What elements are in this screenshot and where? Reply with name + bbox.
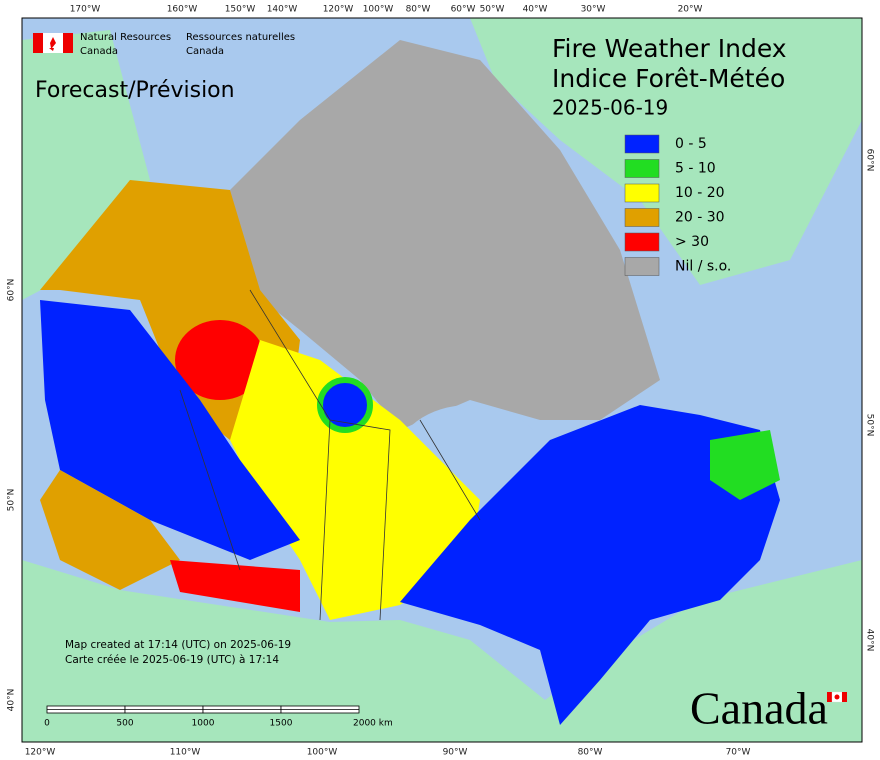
lon-label: 100°W (363, 5, 394, 15)
lon-label: 80°W (406, 5, 431, 15)
scale-label: 1500 (270, 719, 293, 729)
lon-label: 170°W (70, 5, 101, 15)
lon-label: 120°W (25, 748, 56, 758)
scale-label: 500 (116, 719, 133, 729)
org-fr: Canada (186, 46, 224, 57)
arctic-nil (230, 40, 660, 430)
legend-label: 20 - 30 (675, 210, 725, 226)
region-blue-north (317, 377, 373, 433)
lat-label: 60°N (7, 279, 17, 302)
org-en: Natural Resources (80, 32, 171, 43)
usa (22, 560, 862, 742)
scale-label: 0 (44, 719, 50, 729)
lon-label: 90°W (443, 748, 468, 758)
lon-label: 150°W (225, 5, 256, 15)
wordmark: Canada (690, 683, 828, 734)
legend-swatch (624, 159, 660, 178)
note: Map created at 17:14 (UTC) on 2025-06-19 (65, 639, 291, 651)
lat-label: 50°N (7, 489, 17, 512)
lat-label: 50°N (865, 414, 875, 437)
scale-label: 2000 km (353, 719, 393, 729)
legend: 0 - 5 5 - 10 10 - 20 20 - 30 > 30 Nil / s.o. (624, 134, 731, 276)
borders (179, 289, 481, 621)
lon-label: 100°W (307, 748, 338, 758)
frame (21, 17, 863, 743)
legend-swatch (624, 183, 660, 203)
flag (33, 33, 73, 53)
lon-label: 60°W (451, 5, 476, 15)
legend-swatch (624, 134, 660, 154)
note: Carte créée le 2025-06-19 (UTC) à 17:14 (65, 654, 279, 666)
lon-label: 70°W (726, 748, 751, 758)
greenland (470, 18, 862, 285)
scale-label: 1000 (192, 719, 215, 729)
lon-label: 110°W (170, 748, 201, 758)
date: 2025-06-19 (552, 96, 668, 120)
lon-label: 120°W (323, 5, 354, 15)
subtitle: Forecast/Prévision (35, 78, 235, 103)
lon-label: 20°W (678, 5, 703, 15)
legend-swatch (624, 208, 660, 227)
lon-label: 140°W (267, 5, 298, 15)
region-red-south (170, 560, 300, 612)
region-yellow (230, 340, 480, 620)
alaska (22, 30, 150, 300)
legend-label: > 30 (675, 234, 709, 250)
lat-label: 40°N (7, 689, 17, 712)
lat-label: 40°N (865, 629, 875, 652)
wordmark-flag (827, 691, 847, 703)
region-orange-south (40, 470, 180, 590)
lon-label: 80°W (578, 748, 603, 758)
legend-label: 5 - 10 (675, 161, 716, 177)
title: Fire Weather Index (552, 34, 787, 63)
org-fr: Ressources naturelles (186, 32, 295, 43)
legend-label: 0 - 5 (675, 136, 707, 152)
lon-label: 50°W (480, 5, 505, 15)
lat-label: 60°N (865, 149, 875, 172)
region-red (175, 320, 265, 400)
lon-label: 30°W (581, 5, 606, 15)
lon-label: 40°W (523, 5, 548, 15)
org-en: Canada (80, 46, 118, 57)
lon-label: 160°W (167, 5, 198, 15)
region-green-east (710, 430, 780, 500)
legend-swatch (624, 232, 660, 252)
legend-label: 10 - 20 (675, 185, 725, 201)
scale-bar: 0 500 1000 1500 2000 km (44, 705, 393, 729)
legend-swatch (624, 257, 660, 276)
legend-label: Nil / s.o. (675, 259, 731, 275)
title: Indice Forêt-Météo (552, 64, 785, 93)
region-blue-east (400, 405, 780, 725)
